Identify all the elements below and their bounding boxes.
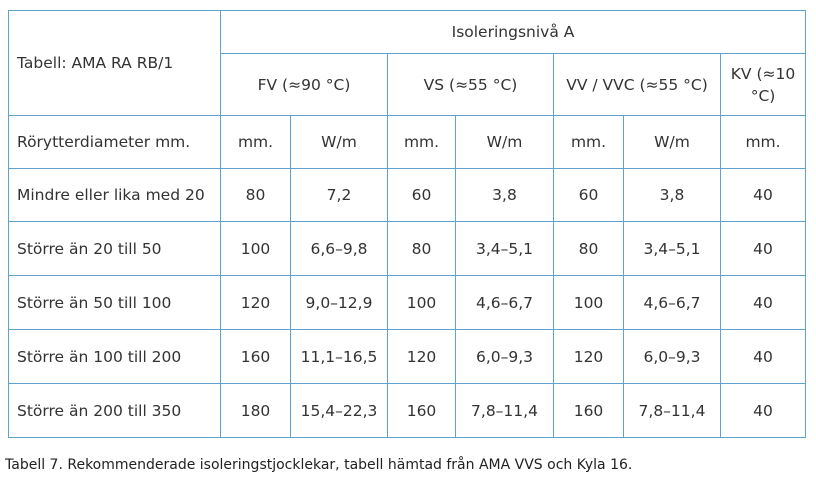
table-cell: 40 bbox=[720, 383, 806, 438]
table-cell: 160 bbox=[553, 383, 624, 438]
table-cell: 120 bbox=[387, 329, 456, 384]
table-cell: 9,0–12,9 bbox=[290, 275, 388, 330]
column-group-header: KV (≈10 °C) bbox=[720, 53, 806, 116]
table-row: Mindre eller lika med 20 80 7,2 60 3,8 60 3,8 4… bbox=[8, 168, 806, 222]
corner-cell: Tabell: AMA RA RB/1 bbox=[8, 10, 221, 116]
table-cell: 40 bbox=[720, 329, 806, 384]
unit-header: mm. bbox=[553, 115, 624, 169]
table-cell: 3,8 bbox=[455, 168, 554, 222]
table-cell: 160 bbox=[387, 383, 456, 438]
table-row: FV (≈90 °C) VS (≈55 °C) VV / VVC (≈55 °C) K… bbox=[9, 53, 806, 116]
table-cell: 80 bbox=[220, 168, 291, 222]
table-cell: 120 bbox=[553, 329, 624, 384]
table-cell: 11,1–16,5 bbox=[290, 329, 388, 384]
table-cell: 80 bbox=[387, 221, 456, 276]
row-label: Mindre eller lika med 20 bbox=[8, 168, 221, 222]
unit-header: mm. bbox=[220, 115, 291, 169]
table-cell: 6,6–9,8 bbox=[290, 221, 388, 276]
table-cell: 180 bbox=[220, 383, 291, 438]
unit-header: W/m bbox=[455, 115, 554, 169]
table-cell: 7,2 bbox=[290, 168, 388, 222]
table-row: Större än 50 till 100 120 9,0–12,9 100 4,6–6… bbox=[8, 275, 806, 330]
table-cell: 40 bbox=[720, 221, 806, 276]
table-cell: 40 bbox=[720, 168, 806, 222]
row-label: Större än 20 till 50 bbox=[8, 221, 221, 276]
table-cell: 3,4–5,1 bbox=[455, 221, 554, 276]
table-cell: 100 bbox=[387, 275, 456, 330]
column-group-header: VS (≈55 °C) bbox=[387, 53, 554, 116]
unit-header: W/m bbox=[290, 115, 388, 169]
table-cell: 100 bbox=[553, 275, 624, 330]
unit-header: mm. bbox=[387, 115, 456, 169]
table-cell: 7,8–11,4 bbox=[623, 383, 721, 438]
table-cell: 4,6–6,7 bbox=[455, 275, 554, 330]
row-label: Större än 200 till 350 bbox=[8, 383, 221, 438]
unit-header: mm. bbox=[720, 115, 806, 169]
table-cell: 60 bbox=[387, 168, 456, 222]
table-cell: 160 bbox=[220, 329, 291, 384]
table-row: Större än 20 till 50 100 6,6–9,8 80 3,4–5,1 8… bbox=[8, 221, 806, 276]
group-header: Isoleringsnivå A bbox=[220, 10, 806, 54]
table-row: Rörytterdiameter mm. mm. W/m mm. W/m mm. W/m mm… bbox=[8, 115, 806, 169]
table-cell: 3,8 bbox=[623, 168, 721, 222]
table-cell: 3,4–5,1 bbox=[623, 221, 721, 276]
table-cell: 80 bbox=[553, 221, 624, 276]
insulation-table: Tabell: AMA RA RB/1 Isoleringsnivå A FV (≈… bbox=[8, 10, 806, 438]
table-row: Tabell: AMA RA RB/1 Isoleringsnivå A bbox=[8, 10, 806, 116]
unit-header: Rörytterdiameter mm. bbox=[8, 115, 221, 169]
row-label: Större än 100 till 200 bbox=[8, 329, 221, 384]
unit-header: W/m bbox=[623, 115, 721, 169]
column-group-header: VV / VVC (≈55 °C) bbox=[553, 53, 721, 116]
row-label: Större än 50 till 100 bbox=[8, 275, 221, 330]
table-row: Större än 200 till 350 180 15,4–22,3 160 7,8… bbox=[8, 383, 806, 438]
table-row: Större än 100 till 200 160 11,1–16,5 120 6,0… bbox=[8, 329, 806, 384]
table-cell: 15,4–22,3 bbox=[290, 383, 388, 438]
column-group-header: FV (≈90 °C) bbox=[220, 53, 388, 116]
table-cell: 6,0–9,3 bbox=[623, 329, 721, 384]
table-cell: 60 bbox=[553, 168, 624, 222]
table-cell: 7,8–11,4 bbox=[455, 383, 554, 438]
table-caption: Tabell 7. Rekommenderade isoleringstjock… bbox=[5, 457, 633, 473]
table-cell: 40 bbox=[720, 275, 806, 330]
table-cell: 4,6–6,7 bbox=[623, 275, 721, 330]
table-cell: 100 bbox=[220, 221, 291, 276]
table-cell: 120 bbox=[220, 275, 291, 330]
table-cell: 6,0–9,3 bbox=[455, 329, 554, 384]
